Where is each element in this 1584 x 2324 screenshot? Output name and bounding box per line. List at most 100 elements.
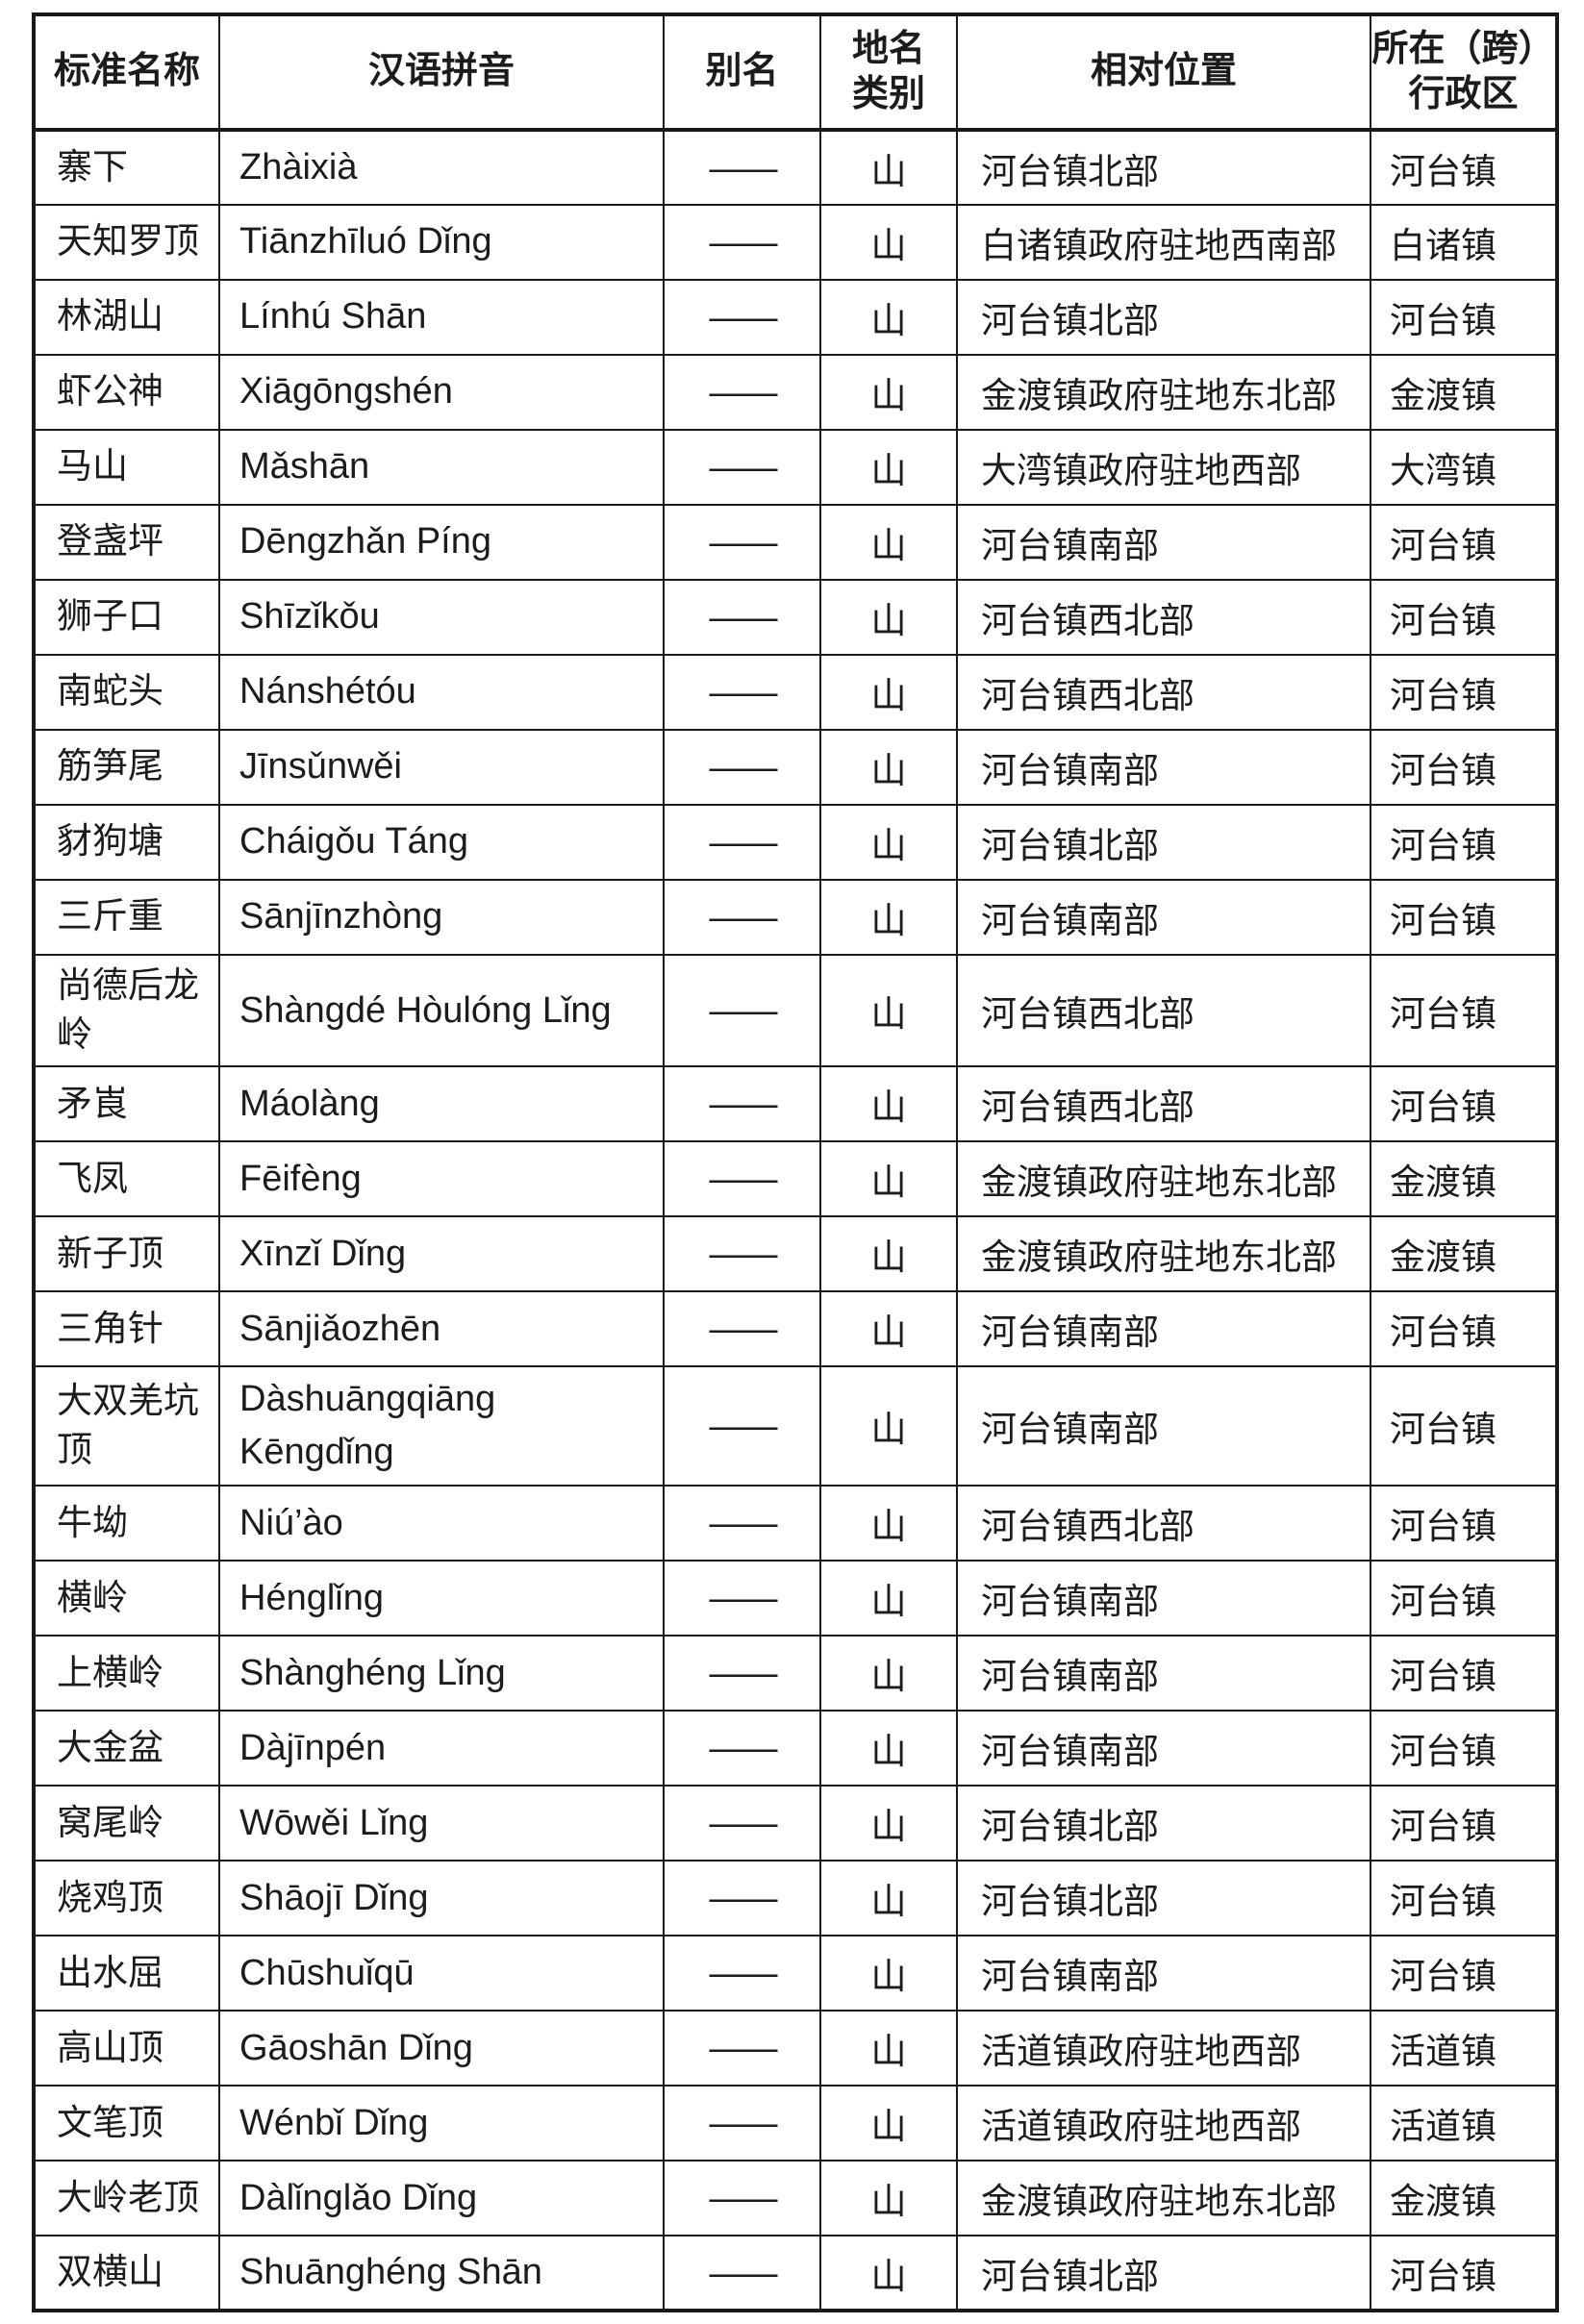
position-cell: 河台镇北部 bbox=[956, 129, 1371, 206]
category-cell: 山 bbox=[819, 579, 958, 656]
table-row: 横岭 Hénglǐng —— 山 河台镇南部 河台镇 bbox=[33, 1560, 1558, 1637]
alias-cell: —— bbox=[663, 1065, 821, 1143]
pinyin-cell: Shànghéng Lǐng bbox=[218, 1635, 665, 1712]
table-row: 双横山 Shuānghéng Shān —— 山 河台镇北部 河台镇 bbox=[33, 2235, 1558, 2312]
district-cell: 金渡镇 bbox=[1370, 1140, 1558, 1218]
position-cell: 河台镇南部 bbox=[956, 879, 1371, 956]
district-cell: 河台镇 bbox=[1370, 879, 1558, 956]
header-row: 标准名称 汉语拼音 别名 地名 类别 相对位置 所在（跨） 行政区 bbox=[33, 13, 1558, 132]
table-row: 大金盆 Dàjīnpén —— 山 河台镇南部 河台镇 bbox=[33, 1710, 1558, 1787]
pinyin-cell: Niú’ào bbox=[218, 1485, 665, 1562]
category-cell: 山 bbox=[819, 1710, 958, 1787]
pinyin-cell: Sānjīnzhòng bbox=[218, 879, 665, 956]
district-cell: 河台镇 bbox=[1370, 1485, 1558, 1562]
pinyin-cell: Chūshuǐqū bbox=[218, 1935, 665, 2012]
district-cell: 河台镇 bbox=[1370, 729, 1558, 806]
position-cell: 活道镇政府驻地西部 bbox=[956, 2010, 1371, 2087]
table-row: 尚德后龙岭 Shàngdé Hòulóng Lǐng —— 山 河台镇西北部 河… bbox=[33, 953, 1558, 1068]
table-row: 寨下 Zhàixià —— 山 河台镇北部 河台镇 bbox=[33, 129, 1558, 206]
alias-cell: —— bbox=[663, 129, 821, 206]
table-row: 烧鸡顶 Shāojī Dǐng —— 山 河台镇北部 河台镇 bbox=[33, 1860, 1558, 1937]
district-cell: 活道镇 bbox=[1370, 2085, 1558, 2162]
category-cell: 山 bbox=[819, 1290, 958, 1368]
table-row: 出水屈 Chūshuǐqū —— 山 河台镇南部 河台镇 bbox=[33, 1935, 1558, 2012]
pinyin-cell: Nánshétóu bbox=[218, 654, 665, 731]
pinyin-cell: Wōwěi Lǐng bbox=[218, 1785, 665, 1862]
table-row: 牛坳 Niú’ào —— 山 河台镇西北部 河台镇 bbox=[33, 1485, 1558, 1562]
standard-name-cell: 大金盆 bbox=[33, 1710, 220, 1787]
pinyin-cell: Hénglǐng bbox=[218, 1560, 665, 1637]
position-cell: 金渡镇政府驻地东北部 bbox=[956, 2160, 1371, 2237]
table-row: 三角针 Sānjiǎozhēn —— 山 河台镇南部 河台镇 bbox=[33, 1290, 1558, 1368]
district-cell: 河台镇 bbox=[1370, 1935, 1558, 2012]
pinyin-cell: Fēifèng bbox=[218, 1140, 665, 1218]
pinyin-cell: Gāoshān Dǐng bbox=[218, 2010, 665, 2087]
category-cell: 山 bbox=[819, 354, 958, 431]
alias-cell: —— bbox=[663, 1485, 821, 1562]
position-cell: 河台镇北部 bbox=[956, 804, 1371, 881]
standard-name-cell: 寨下 bbox=[33, 129, 220, 206]
category-cell: 山 bbox=[819, 654, 958, 731]
category-cell: 山 bbox=[819, 1785, 958, 1862]
district-cell: 河台镇 bbox=[1370, 953, 1558, 1068]
alias-cell: —— bbox=[663, 1935, 821, 2012]
standard-name-cell: 筋笋尾 bbox=[33, 729, 220, 806]
pinyin-cell: Cháigǒu Táng bbox=[218, 804, 665, 881]
position-cell: 河台镇南部 bbox=[956, 1290, 1371, 1368]
standard-name-cell: 新子顶 bbox=[33, 1215, 220, 1293]
table-row: 三斤重 Sānjīnzhòng —— 山 河台镇南部 河台镇 bbox=[33, 879, 1558, 956]
table-row: 登盏坪 Dēngzhǎn Píng —— 山 河台镇南部 河台镇 bbox=[33, 504, 1558, 581]
alias-cell: —— bbox=[663, 1560, 821, 1637]
position-cell: 河台镇南部 bbox=[956, 1710, 1371, 1787]
alias-cell: —— bbox=[663, 1785, 821, 1862]
category-cell: 山 bbox=[819, 1485, 958, 1562]
category-cell: 山 bbox=[819, 429, 958, 506]
pinyin-cell: Tiānzhīluó Dǐng bbox=[218, 204, 665, 281]
district-cell: 活道镇 bbox=[1370, 2010, 1558, 2087]
alias-cell: —— bbox=[663, 2010, 821, 2087]
district-cell: 白诸镇 bbox=[1370, 204, 1558, 281]
pinyin-cell: Zhàixià bbox=[218, 129, 665, 206]
table-body: 寨下 Zhàixià —— 山 河台镇北部 河台镇 天知罗顶 Tiānzhīlu… bbox=[33, 129, 1558, 2312]
district-cell: 河台镇 bbox=[1370, 804, 1558, 881]
standard-name-cell: 登盏坪 bbox=[33, 504, 220, 581]
category-cell: 山 bbox=[819, 1935, 958, 2012]
table-row: 天知罗顶 Tiānzhīluó Dǐng —— 山 白诸镇政府驻地西南部 白诸镇 bbox=[33, 204, 1558, 281]
category-cell: 山 bbox=[819, 129, 958, 206]
category-cell: 山 bbox=[819, 1560, 958, 1637]
position-cell: 河台镇北部 bbox=[956, 1785, 1371, 1862]
position-cell: 金渡镇政府驻地东北部 bbox=[956, 1215, 1371, 1293]
district-cell: 河台镇 bbox=[1370, 1290, 1558, 1368]
standard-name-cell: 双横山 bbox=[33, 2235, 220, 2312]
table-row: 豺狗塘 Cháigǒu Táng —— 山 河台镇北部 河台镇 bbox=[33, 804, 1558, 881]
standard-name-cell: 三斤重 bbox=[33, 879, 220, 956]
table-header: 标准名称 汉语拼音 别名 地名 类别 相对位置 所在（跨） 行政区 bbox=[33, 13, 1558, 132]
pinyin-cell: Shàngdé Hòulóng Lǐng bbox=[218, 953, 665, 1068]
pinyin-cell: Dàlǐnglǎo Dǐng bbox=[218, 2160, 665, 2237]
alias-cell: —— bbox=[663, 1215, 821, 1293]
position-cell: 河台镇北部 bbox=[956, 1860, 1371, 1937]
table-row: 矛崀 Máolàng —— 山 河台镇西北部 河台镇 bbox=[33, 1065, 1558, 1143]
standard-name-cell: 南蛇头 bbox=[33, 654, 220, 731]
position-cell: 河台镇南部 bbox=[956, 1560, 1371, 1637]
alias-cell: —— bbox=[663, 953, 821, 1068]
alias-cell: —— bbox=[663, 1290, 821, 1368]
table-row: 筋笋尾 Jīnsǔnwěi —— 山 河台镇南部 河台镇 bbox=[33, 729, 1558, 806]
standard-name-cell: 横岭 bbox=[33, 1560, 220, 1637]
alias-cell: —— bbox=[663, 1635, 821, 1712]
position-cell: 河台镇南部 bbox=[956, 1935, 1371, 2012]
alias-cell: —— bbox=[663, 204, 821, 281]
standard-name-cell: 上横岭 bbox=[33, 1635, 220, 1712]
alias-cell: —— bbox=[663, 1140, 821, 1218]
standard-name-cell: 高山顶 bbox=[33, 2010, 220, 2087]
district-cell: 河台镇 bbox=[1370, 1860, 1558, 1937]
category-cell: 山 bbox=[819, 204, 958, 281]
table-row: 新子顶 Xīnzǐ Dǐng —— 山 金渡镇政府驻地东北部 金渡镇 bbox=[33, 1215, 1558, 1293]
standard-name-cell: 文笔顶 bbox=[33, 2085, 220, 2162]
district-cell: 河台镇 bbox=[1370, 1785, 1558, 1862]
district-cell: 金渡镇 bbox=[1370, 354, 1558, 431]
alias-cell: —— bbox=[663, 354, 821, 431]
table-row: 南蛇头 Nánshétóu —— 山 河台镇西北部 河台镇 bbox=[33, 654, 1558, 731]
position-cell: 河台镇北部 bbox=[956, 2235, 1371, 2312]
table-row: 上横岭 Shànghéng Lǐng —— 山 河台镇南部 河台镇 bbox=[33, 1635, 1558, 1712]
